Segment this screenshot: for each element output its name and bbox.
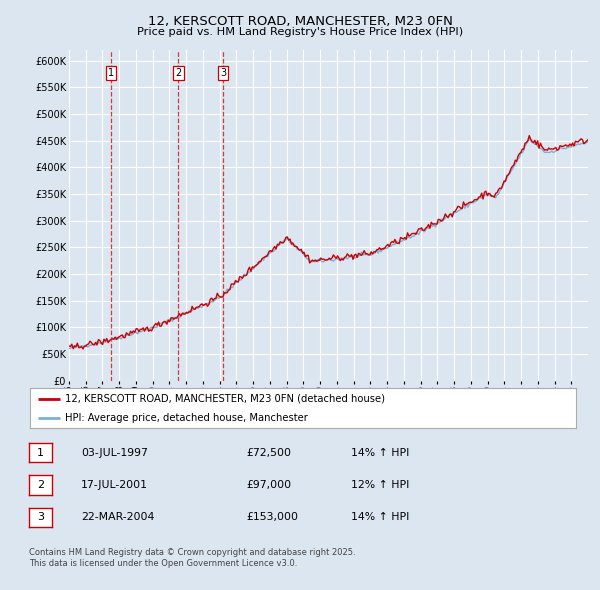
Text: 17-JUL-2001: 17-JUL-2001 xyxy=(81,480,148,490)
Text: 03-JUL-1997: 03-JUL-1997 xyxy=(81,448,148,457)
Text: HPI: Average price, detached house, Manchester: HPI: Average price, detached house, Manc… xyxy=(65,413,308,422)
Text: 12, KERSCOTT ROAD, MANCHESTER, M23 0FN (detached house): 12, KERSCOTT ROAD, MANCHESTER, M23 0FN (… xyxy=(65,394,385,404)
Text: 3: 3 xyxy=(220,68,226,78)
Text: 1: 1 xyxy=(108,68,114,78)
Text: £72,500: £72,500 xyxy=(246,448,291,457)
Text: £153,000: £153,000 xyxy=(246,513,298,522)
Text: 12% ↑ HPI: 12% ↑ HPI xyxy=(351,480,409,490)
Text: 1: 1 xyxy=(37,448,44,457)
Text: 2: 2 xyxy=(37,480,44,490)
Text: Contains HM Land Registry data © Crown copyright and database right 2025.: Contains HM Land Registry data © Crown c… xyxy=(29,548,355,556)
Text: 3: 3 xyxy=(37,513,44,522)
Text: 2: 2 xyxy=(175,68,182,78)
Text: This data is licensed under the Open Government Licence v3.0.: This data is licensed under the Open Gov… xyxy=(29,559,297,568)
Text: 14% ↑ HPI: 14% ↑ HPI xyxy=(351,513,409,522)
Text: 14% ↑ HPI: 14% ↑ HPI xyxy=(351,448,409,457)
Text: £97,000: £97,000 xyxy=(246,480,291,490)
Text: 12, KERSCOTT ROAD, MANCHESTER, M23 0FN: 12, KERSCOTT ROAD, MANCHESTER, M23 0FN xyxy=(148,15,452,28)
Text: Price paid vs. HM Land Registry's House Price Index (HPI): Price paid vs. HM Land Registry's House … xyxy=(137,27,463,37)
Text: 22-MAR-2004: 22-MAR-2004 xyxy=(81,513,154,522)
